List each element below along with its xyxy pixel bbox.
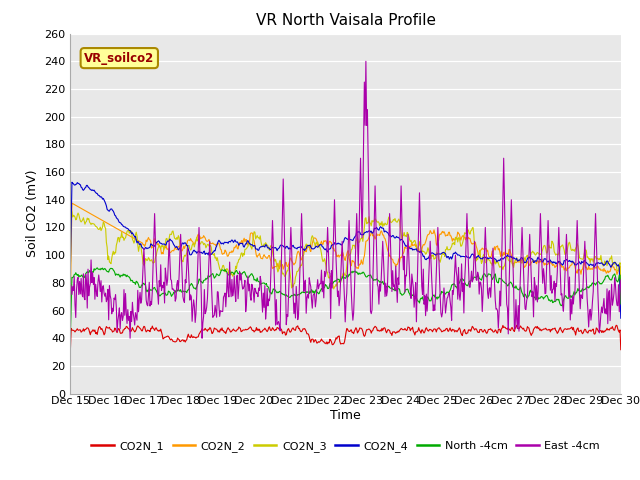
- CO2N_1: [189, 335, 196, 341]
- CO2N_1: [218, 325, 226, 331]
- North -4cm: [190, 285, 198, 291]
- CO2N_2: [67, 295, 74, 301]
- CO2N_1: [513, 323, 520, 328]
- CO2N_3: [77, 219, 85, 225]
- East -4cm: [617, 277, 625, 283]
- North -4cm: [413, 297, 421, 303]
- Text: VR_soilco2: VR_soilco2: [84, 51, 154, 65]
- CO2N_3: [429, 252, 437, 258]
- North -4cm: [617, 301, 625, 307]
- Line: CO2N_4: CO2N_4: [70, 182, 621, 318]
- CO2N_1: [617, 347, 625, 352]
- East -4cm: [126, 336, 134, 341]
- Legend: CO2N_1, CO2N_2, CO2N_3, CO2N_4, North -4cm, East -4cm: CO2N_1, CO2N_2, CO2N_3, CO2N_4, North -4…: [87, 437, 604, 456]
- X-axis label: Time: Time: [330, 409, 361, 422]
- East -4cm: [77, 291, 84, 297]
- Line: CO2N_1: CO2N_1: [70, 325, 621, 350]
- Line: North -4cm: North -4cm: [70, 268, 621, 335]
- CO2N_4: [219, 240, 227, 246]
- East -4cm: [190, 297, 198, 303]
- CO2N_3: [190, 241, 198, 247]
- North -4cm: [219, 267, 227, 273]
- CO2N_1: [429, 329, 436, 335]
- North -4cm: [77, 274, 84, 279]
- CO2N_3: [413, 248, 421, 253]
- CO2N_4: [190, 248, 198, 253]
- CO2N_2: [77, 205, 85, 211]
- Line: CO2N_2: CO2N_2: [70, 203, 621, 299]
- CO2N_4: [68, 180, 76, 185]
- CO2N_2: [219, 252, 227, 257]
- Title: VR North Vaisala Profile: VR North Vaisala Profile: [255, 13, 436, 28]
- North -4cm: [93, 265, 101, 271]
- East -4cm: [219, 309, 227, 314]
- CO2N_4: [67, 264, 74, 269]
- Line: East -4cm: East -4cm: [70, 61, 621, 338]
- East -4cm: [430, 302, 438, 308]
- CO2N_4: [77, 184, 85, 190]
- CO2N_1: [133, 324, 141, 330]
- CO2N_2: [134, 238, 141, 243]
- East -4cm: [362, 59, 370, 64]
- CO2N_2: [429, 230, 437, 236]
- CO2N_3: [67, 266, 74, 272]
- East -4cm: [67, 282, 74, 288]
- CO2N_2: [413, 247, 421, 252]
- East -4cm: [414, 252, 422, 258]
- North -4cm: [429, 293, 437, 299]
- CO2N_2: [617, 296, 625, 302]
- North -4cm: [67, 332, 74, 338]
- CO2N_2: [68, 200, 76, 206]
- CO2N_4: [134, 239, 141, 244]
- North -4cm: [134, 280, 141, 286]
- Line: CO2N_3: CO2N_3: [70, 209, 621, 305]
- CO2N_3: [134, 242, 141, 248]
- CO2N_1: [413, 329, 420, 335]
- CO2N_4: [617, 315, 625, 321]
- Y-axis label: Soil CO2 (mV): Soil CO2 (mV): [26, 170, 39, 257]
- CO2N_3: [219, 263, 227, 268]
- CO2N_3: [617, 302, 625, 308]
- CO2N_1: [67, 347, 74, 353]
- CO2N_3: [67, 206, 75, 212]
- CO2N_4: [429, 251, 437, 256]
- East -4cm: [134, 288, 141, 293]
- CO2N_1: [77, 327, 84, 333]
- CO2N_2: [190, 241, 198, 247]
- CO2N_4: [413, 248, 421, 254]
